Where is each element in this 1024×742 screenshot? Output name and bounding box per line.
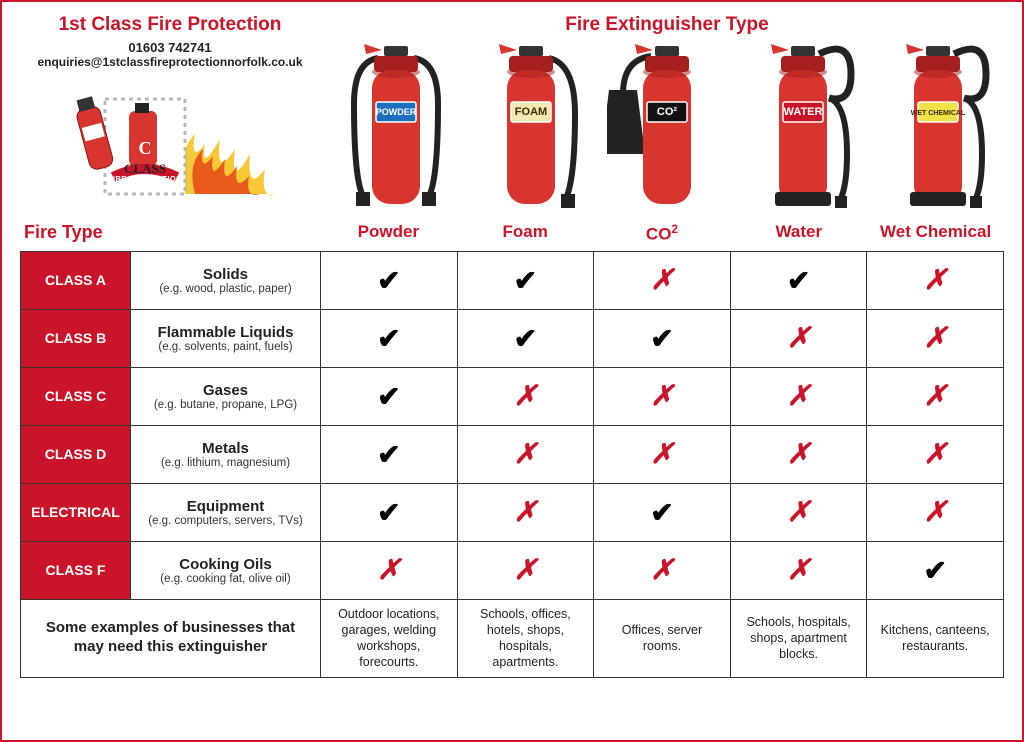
header-row: Fire Type Powder Foam CO2 Water Wet Chem… [20,218,1004,251]
brand-name: 1st Class Fire Protection [20,14,320,36]
cross-icon: ✗ [594,425,731,483]
description-cell: Metals(e.g. lithium, magnesium) [131,425,321,483]
table-row: CLASS CGases(e.g. butane, propane, LPG)✔… [21,367,1004,425]
class-label: CLASS C [21,367,131,425]
cross-icon: ✗ [730,425,867,483]
table-row: CLASS FCooking Oils(e.g. cooking fat, ol… [21,541,1004,599]
svg-text:WATER: WATER [783,106,822,118]
description-cell: Equipment(e.g. computers, servers, TVs) [131,483,321,541]
col-hdr-3: Water [730,218,867,251]
top-section: 1st Class Fire Protection 01603 742741 e… [20,14,1004,212]
footer-example: Schools, offices, hotels, shops, hospita… [457,599,594,677]
extinguisher-icon: WET CHEMICAL [872,42,1004,212]
extinguisher-icon: FOAM [466,42,598,212]
cross-icon: ✗ [594,541,731,599]
col-hdr-2: CO2 [594,218,731,251]
cross-icon: ✗ [594,251,731,309]
brand-email: enquiries@1stclassfireprotectionnorfolk.… [20,55,320,69]
tick-icon: ✔ [321,425,458,483]
tick-icon: ✔ [321,251,458,309]
svg-text:CLASS: CLASS [124,161,166,176]
col-hdr-1: Foam [457,218,594,251]
class-label: CLASS D [21,425,131,483]
footer-label: Some examples of businesses that may nee… [21,599,321,677]
svg-text:CO²: CO² [657,106,678,118]
cross-icon: ✗ [867,483,1004,541]
extinguisher-icon: CO² [601,42,733,212]
col-hdr-4: Wet Chemical [867,218,1004,251]
class-label: ELECTRICAL [21,483,131,541]
brand-logo: C FIRE PROTECTION CLASS [20,79,320,209]
footer-example: Schools, hospitals, shops, apartment blo… [730,599,867,677]
tick-icon: ✔ [457,251,594,309]
description-cell: Solids(e.g. wood, plastic, paper) [131,251,321,309]
table-row: CLASS BFlammable Liquids(e.g. solvents, … [21,309,1004,367]
cross-icon: ✗ [730,483,867,541]
cross-icon: ✗ [457,367,594,425]
cross-icon: ✗ [457,483,594,541]
cross-icon: ✗ [730,309,867,367]
cross-icon: ✗ [867,425,1004,483]
tick-icon: ✔ [321,483,458,541]
tick-icon: ✔ [730,251,867,309]
tick-icon: ✔ [321,367,458,425]
brand-phone: 01603 742741 [20,40,320,55]
footer-row: Some examples of businesses that may nee… [21,599,1004,677]
table-row: CLASS ASolids(e.g. wood, plastic, paper)… [21,251,1004,309]
section-title: Fire Extinguisher Type [330,14,1004,36]
tick-icon: ✔ [321,309,458,367]
col-hdr-0: Powder [320,218,457,251]
svg-text:FOAM: FOAM [515,106,547,118]
footer-example: Offices, server rooms. [594,599,731,677]
table-row: ELECTRICALEquipment(e.g. computers, serv… [21,483,1004,541]
cross-icon: ✗ [730,367,867,425]
class-label: CLASS F [21,541,131,599]
table-row: CLASS DMetals(e.g. lithium, magnesium)✔✗… [21,425,1004,483]
cross-icon: ✗ [730,541,867,599]
svg-text:POWDER: POWDER [376,107,417,117]
cross-icon: ✗ [867,367,1004,425]
cross-icon: ✗ [457,541,594,599]
cross-icon: ✗ [457,425,594,483]
tick-icon: ✔ [594,309,731,367]
extinguisher-section: Fire Extinguisher Type POWDER FOAM [330,14,1004,212]
svg-text:WET CHEMICAL: WET CHEMICAL [911,110,966,117]
cross-icon: ✗ [867,251,1004,309]
footer-example: Outdoor locations, garages, welding work… [321,599,458,677]
compatibility-table: CLASS ASolids(e.g. wood, plastic, paper)… [20,251,1004,678]
description-cell: Cooking Oils(e.g. cooking fat, olive oil… [131,541,321,599]
extinguisher-icon: WATER [737,42,869,212]
footer-example: Kitchens, canteens, restaurants. [867,599,1004,677]
tick-icon: ✔ [457,309,594,367]
class-label: CLASS A [21,251,131,309]
brand-block: 1st Class Fire Protection 01603 742741 e… [20,14,320,209]
cross-icon: ✗ [867,309,1004,367]
svg-text:C: C [139,138,152,158]
description-cell: Gases(e.g. butane, propane, LPG) [131,367,321,425]
extinguisher-images: POWDER FOAM CO² [330,42,1004,212]
tick-icon: ✔ [594,483,731,541]
cross-icon: ✗ [594,367,731,425]
cross-icon: ✗ [321,541,458,599]
description-cell: Flammable Liquids(e.g. solvents, paint, … [131,309,321,367]
extinguisher-icon: POWDER [330,42,462,212]
fire-type-header: Fire Type [20,218,320,251]
class-label: CLASS B [21,309,131,367]
tick-icon: ✔ [867,541,1004,599]
